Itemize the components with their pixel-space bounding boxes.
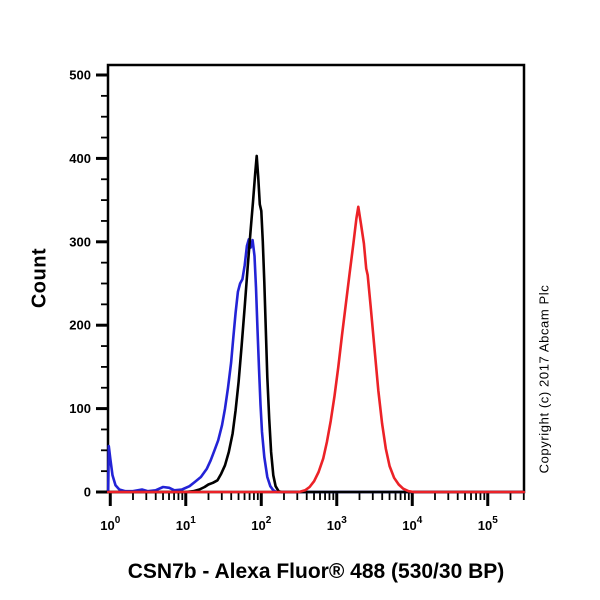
y-axis-title: Count [28, 247, 51, 309]
x-tick-label: 102 [251, 515, 271, 533]
x-axis-title: CSN7b - Alexa Fluor® 488 (530/30 BP) [127, 560, 505, 583]
y-tick-label: 300 [69, 234, 91, 249]
y-tick-label: 0 [84, 485, 91, 500]
x-tick-label: 101 [176, 515, 196, 533]
series-blue-curve [106, 238, 526, 494]
x-tick-label: 104 [402, 515, 422, 533]
x-tick-label: 103 [327, 515, 347, 533]
x-tick-label: 105 [478, 515, 498, 533]
copyright-text: Copyright (c) 2017 Abcam Plc [536, 284, 552, 474]
y-tick-label: 400 [69, 151, 91, 166]
series-black-curve [106, 154, 526, 494]
y-tick-label: 100 [69, 401, 91, 416]
plot-box [106, 63, 526, 494]
y-tick-label: 500 [69, 68, 91, 83]
series-red-curve [106, 205, 526, 494]
y-tick-label: 200 [69, 318, 91, 333]
x-tick-label: 100 [100, 515, 120, 533]
